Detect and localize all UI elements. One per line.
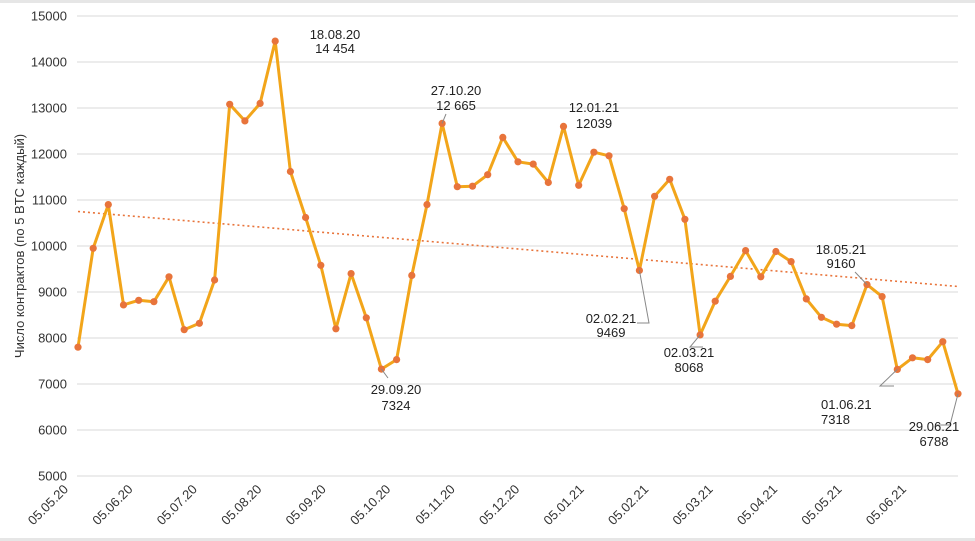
- annotation-value: 12 665: [436, 98, 476, 113]
- data-point: [332, 325, 340, 333]
- annotation-value: 7324: [382, 398, 411, 413]
- data-point: [787, 258, 795, 266]
- data-point: [651, 192, 659, 200]
- data-point: [499, 133, 507, 141]
- data-point: [711, 297, 719, 305]
- y-tick-label: 8000: [38, 331, 67, 346]
- y-tick-label: 14000: [31, 55, 67, 70]
- data-point: [165, 273, 173, 281]
- data-point: [605, 152, 613, 160]
- data-point: [772, 247, 780, 256]
- trend-line: [77, 210, 959, 288]
- marker-layer: [74, 37, 962, 398]
- y-tick-label: 10000: [31, 239, 67, 254]
- annotation-leader: [935, 393, 959, 426]
- annotation-date: 02.02.21: [586, 311, 637, 326]
- annotation-value: 9160: [827, 256, 856, 271]
- data-point: [833, 320, 841, 328]
- annotation-value: 12039: [576, 116, 612, 131]
- data-point: [180, 326, 188, 334]
- y-tick-label: 7000: [38, 377, 67, 392]
- data-point: [271, 37, 279, 45]
- data-point: [529, 160, 537, 168]
- data-point: [393, 356, 401, 364]
- data-point: [135, 296, 143, 304]
- data-point: [104, 201, 112, 209]
- data-point: [620, 205, 628, 213]
- data-point: [681, 215, 689, 223]
- annotation-value: 14 454: [315, 41, 355, 56]
- data-point: [74, 343, 82, 351]
- data-point: [742, 247, 750, 255]
- data-point: [119, 301, 128, 309]
- data-point: [89, 244, 97, 252]
- data-point: [256, 99, 264, 107]
- trend-layer: [77, 210, 959, 288]
- y-tick-label: 11000: [32, 193, 67, 208]
- annotation-date: 27.10.20: [431, 83, 482, 98]
- data-point: [802, 295, 810, 303]
- data-point: [408, 271, 416, 279]
- data-point: [590, 148, 598, 156]
- annotation-date: 29.09.20: [371, 382, 422, 397]
- data-point: [150, 298, 158, 306]
- annotation-value: 6788: [920, 434, 949, 449]
- data-point: [423, 201, 431, 209]
- annotation-leader: [878, 369, 898, 387]
- data-point: [939, 338, 947, 346]
- data-point: [468, 182, 477, 190]
- annotation-date: 12.01.21: [569, 100, 620, 115]
- data-point: [226, 100, 234, 108]
- data-point: [559, 122, 568, 130]
- annotation-date: 18.08.20: [310, 27, 361, 42]
- data-point: [666, 175, 674, 183]
- data-point: [195, 319, 203, 327]
- annotation-leader: [380, 368, 389, 379]
- data-point: [362, 314, 370, 322]
- data-point: [211, 276, 219, 284]
- y-tick-label: 6000: [38, 423, 67, 438]
- annotation-value: 8068: [675, 360, 704, 375]
- annotation-date: 01.06.21: [821, 397, 872, 412]
- data-point: [924, 356, 932, 364]
- grid-layer: [77, 15, 958, 477]
- data-point: [286, 167, 294, 176]
- data-point: [514, 158, 522, 166]
- y-tick-label: 5000: [38, 469, 67, 484]
- annotation-leader: [637, 270, 650, 324]
- y-tick-label: 12000: [31, 147, 67, 162]
- y-tick-label: 13000: [31, 101, 67, 116]
- data-point: [848, 322, 856, 330]
- annotation-leader: [854, 271, 868, 285]
- data-point: [908, 354, 917, 362]
- y-axis-ticks: 5000 6000 7000 8000 9000 10000 11000 12000 13000…: [31, 9, 67, 484]
- data-point: [726, 272, 735, 280]
- data-point: [241, 117, 249, 125]
- data-point: [317, 261, 325, 269]
- y-tick-label: 9000: [38, 285, 67, 300]
- data-point: [484, 171, 492, 179]
- annotation-value: 9469: [597, 325, 626, 340]
- annotation-date: 02.03.21: [664, 345, 715, 360]
- data-point: [453, 183, 461, 191]
- y-axis-label: Число контрактов (по 5 BTC каждый): [12, 134, 27, 358]
- data-point: [575, 181, 583, 189]
- annotation-value: 7318: [821, 412, 850, 427]
- data-point: [878, 293, 886, 301]
- annotation-date: 18.05.21: [816, 242, 867, 257]
- data-point: [347, 270, 355, 278]
- annotation-leader: [441, 113, 447, 124]
- data-point: [544, 178, 552, 187]
- y-tick-label: 15000: [31, 9, 67, 24]
- annotation-date: 29.06.21: [909, 419, 960, 434]
- data-point: [302, 213, 310, 222]
- annotation-leader: [688, 334, 703, 348]
- data-point: [757, 273, 765, 281]
- data-point: [817, 313, 826, 321]
